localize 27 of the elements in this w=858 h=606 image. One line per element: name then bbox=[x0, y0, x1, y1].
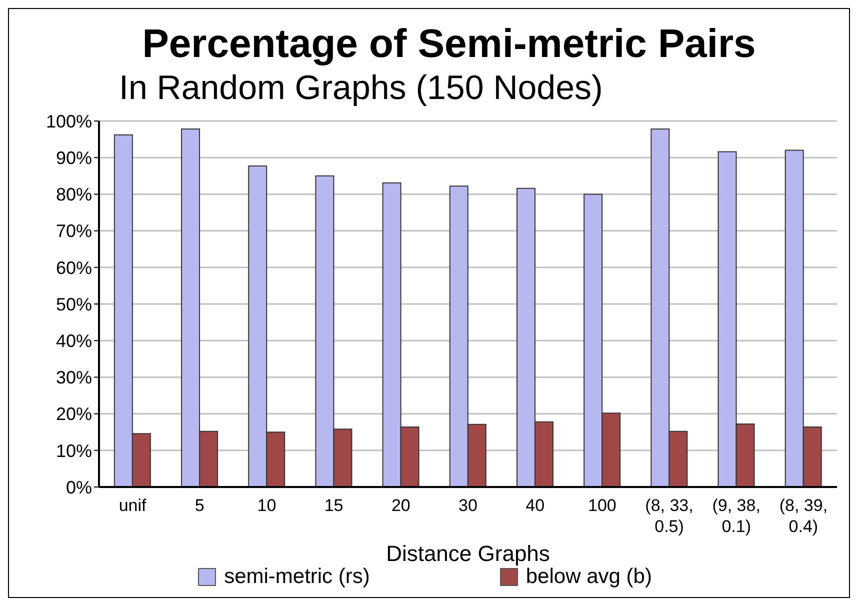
x-tick-label: (9, 38, 0.1) bbox=[712, 496, 760, 536]
y-tick-label: 60% bbox=[56, 258, 92, 278]
x-tick-label: unif bbox=[118, 496, 147, 515]
x-tick-label: 5 bbox=[194, 496, 204, 515]
legend-label: semi-metric (rs) bbox=[224, 565, 370, 589]
x-axis-title: Distance Graphs bbox=[386, 541, 550, 566]
x-tick-label: 30 bbox=[458, 496, 478, 515]
x-tick-label: 20 bbox=[391, 496, 410, 515]
x-tick-label: (8, 39, 0.4) bbox=[779, 496, 828, 536]
x-tick-label: 10 bbox=[257, 496, 276, 515]
y-tick-label: 100% bbox=[46, 111, 92, 132]
y-tick-label: 90% bbox=[56, 148, 92, 168]
chart-subtitle: In Random Graphs (150 Nodes) bbox=[118, 68, 604, 109]
x-tick-label: (8, 33, 0.5) bbox=[645, 496, 694, 536]
y-tick-label: 0% bbox=[66, 477, 92, 498]
y-tick-label: 70% bbox=[56, 221, 92, 242]
y-tick-label: 20% bbox=[56, 404, 92, 424]
chart-title: Percentage of Semi-metric Pairs bbox=[141, 21, 757, 67]
x-tick-label: 40 bbox=[526, 496, 545, 515]
y-tick-label: 50% bbox=[56, 294, 92, 314]
y-tick-label: 10% bbox=[56, 440, 92, 461]
x-tick-label: 100 bbox=[588, 496, 616, 515]
x-tick-label: 15 bbox=[324, 496, 344, 515]
legend-label: below avg (b) bbox=[526, 565, 652, 589]
y-tick-label: 80% bbox=[56, 184, 92, 205]
y-tick-label: 40% bbox=[56, 330, 92, 351]
y-tick-label: 30% bbox=[56, 368, 92, 388]
